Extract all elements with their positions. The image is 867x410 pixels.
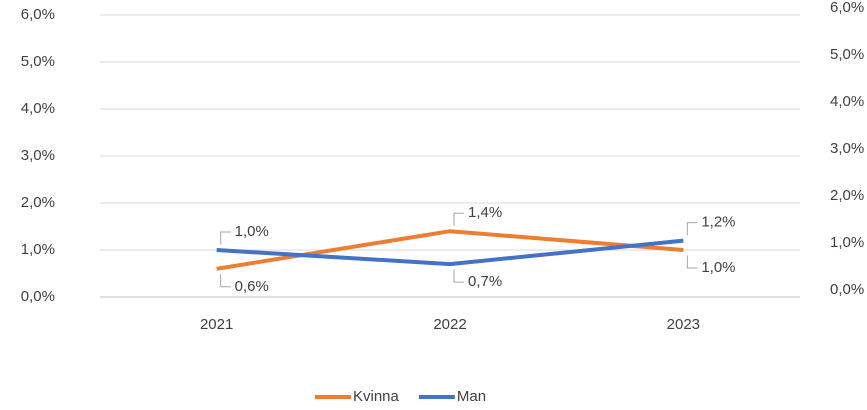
x-tick-label: 2023 [667,316,700,333]
data-label: 1,0% [701,259,735,276]
leader-line [453,212,464,226]
y-tick-label: 6,0% [21,6,55,23]
data-label: 1,2% [701,214,735,231]
leader-line [686,222,698,236]
leader-line [453,269,464,283]
x-tick-label: 2022 [433,316,466,333]
y2-tick-label: 6,0% [830,0,864,16]
data-label: 1,4% [468,204,502,221]
y2-tick-label: 3,0% [830,140,864,157]
y2-tick-label: 4,0% [830,93,864,110]
data-label: 0,7% [468,273,502,290]
data-label: 0,6% [235,278,269,295]
leader-line [686,255,698,269]
y2-tick-label: 2,0% [830,187,864,204]
y-tick-label: 0,0% [21,288,55,305]
y-tick-label: 3,0% [21,147,55,164]
data-label: 1,0% [235,223,269,240]
y2-tick-label: 5,0% [830,46,864,63]
series-line [216,238,684,267]
y-tick-label: 4,0% [21,100,55,117]
leader-line [220,231,231,245]
y-tick-label: 5,0% [21,53,55,70]
y-tick-label: 2,0% [21,194,55,211]
x-tick-label: 2021 [200,316,233,333]
legend-label: Man [457,388,486,405]
legend-label: Kvinna [353,388,400,405]
y-tick-label: 1,0% [21,241,55,258]
y2-tick-label: 0,0% [830,281,864,298]
y2-tick-label: 1,0% [830,234,864,251]
leader-line [220,274,231,288]
